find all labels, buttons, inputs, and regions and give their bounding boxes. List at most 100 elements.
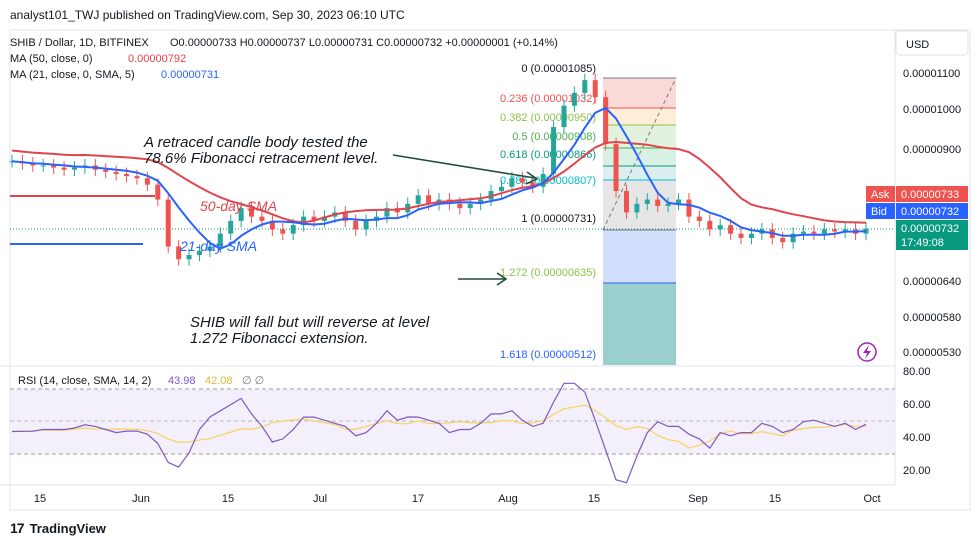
chart-frame [9,29,971,511]
fib-label-1618: 1.618 (0.00000512) [500,349,596,361]
bid-price: 0.00000732 [901,206,959,218]
candle-body [467,203,473,209]
legend-ma21-label: MA (21, close, 0, SMA, 5) [10,69,135,81]
candle-body [832,229,838,232]
candle-body [61,167,67,170]
candle-body [509,178,515,187]
candle-body [603,97,609,145]
legend-symbol: SHIB / Dollar, 1D, BITFINEX [10,37,149,49]
candle-body [592,80,598,98]
candle-body [426,195,432,204]
candle-body [217,233,223,247]
candle-body [269,220,275,230]
candle-body [790,233,796,243]
footer-brand[interactable]: 17 TradingView [10,520,106,536]
time-tick: Oct [863,493,880,505]
price-tick: 0.00000580 [903,312,961,324]
time-tick: 17 [412,493,424,505]
currency-label[interactable]: USD [906,39,929,51]
time-tick: Sep [688,493,708,505]
annotation-ma50: 50-day SMA [200,198,277,214]
candle-body [71,167,77,170]
time-tick: 15 [34,493,46,505]
candle-body [540,173,546,187]
annotation-ma21: 21-day SMA [179,238,257,254]
bid-tag [866,203,895,219]
candle-body [353,220,359,230]
ask-label: Ask [871,189,890,201]
price-tick: 0.00000640 [903,276,961,288]
candle-body [686,199,692,217]
candle-body [176,246,182,260]
candle-body [415,195,421,204]
candle-body [613,144,619,192]
arrow-retrace [392,154,539,185]
candle-body [561,105,567,128]
candle-body [551,127,557,174]
lightning-icon[interactable] [857,342,877,362]
candle-body [498,186,504,192]
rsi-tick: 40.00 [903,432,931,444]
legend-ma21-value: 0.00000731 [161,69,219,81]
time-tick: Aug [498,493,518,505]
ma50-line [11,140,867,224]
candle-body [676,199,682,204]
candle-body [51,165,57,168]
annotation-reverse-2: 1.272 Fibonacci extension. [190,330,368,347]
legend-ohlc: O0.00000733 H0.00000737 L0.00000731 C0.0… [170,37,558,49]
candle-body [228,220,234,234]
published-header: analyst101_TWJ published on TradingView.… [10,8,405,22]
fib-label-1: 1 (0.00000731) [521,213,596,225]
candle-body [113,171,119,174]
candle-body [30,163,36,166]
candle-body [311,216,317,221]
candle-body [40,165,46,167]
rsi-tick: 20.00 [903,465,931,477]
candle-body [290,225,296,234]
last-price-tag [896,220,968,250]
candle-body [196,250,202,256]
annotation-retrace-2: 78.6% Fibonacci retracement level. [144,150,378,167]
candle-body [186,255,192,260]
candle-body [103,169,109,172]
tradingview-logo-icon: 17 [10,520,25,536]
currency-button[interactable] [895,30,969,56]
bid-label: Bid [871,206,887,218]
price-tick: 0.00001000 [903,104,961,116]
price-tick: 0.00000530 [903,347,961,359]
fib-label-0236: 0.236 (0.00001032) [500,93,596,105]
brand-name: TradingView [29,520,106,536]
candle-body [748,233,754,238]
fib-retracement[interactable] [602,77,677,365]
candle-body [571,92,577,106]
candle-body [665,203,671,206]
legend-ma50-value: 0.00000792 [128,53,186,65]
legend-rsi-icons: ∅ ∅ [242,375,264,387]
rsi-tick: 60.00 [903,399,931,411]
legend-ma50-label: MA (50, close, 0) [10,53,93,65]
candle-body [363,220,369,230]
candle-body [707,220,713,230]
annotation-retrace-1: A retraced candle body tested the [143,134,368,151]
candle-body [821,229,827,234]
candle-body [696,216,702,221]
candle-body [249,208,255,217]
candle-body [165,199,171,247]
candle-body [342,212,348,221]
candle-body [780,237,786,243]
bar-countdown: 17:49:08 [901,237,944,249]
time-tick: 15 [588,493,600,505]
fib-label-0618: 0.618 (0.00000866) [500,149,596,161]
lightning-icon-glyph [863,345,871,359]
time-tick: Jul [313,493,327,505]
candle-body [530,182,536,187]
ask-tag [866,186,895,202]
candle-body [801,231,807,234]
candle-body [644,199,650,204]
candlestick-series [9,73,869,266]
legend-rsi-value: 43.98 [168,375,196,387]
annotation-reverse-1: SHIB will fall but will reverse at level [190,314,430,331]
candle-body [582,80,588,93]
ask-price: 0.00000733 [901,189,959,201]
